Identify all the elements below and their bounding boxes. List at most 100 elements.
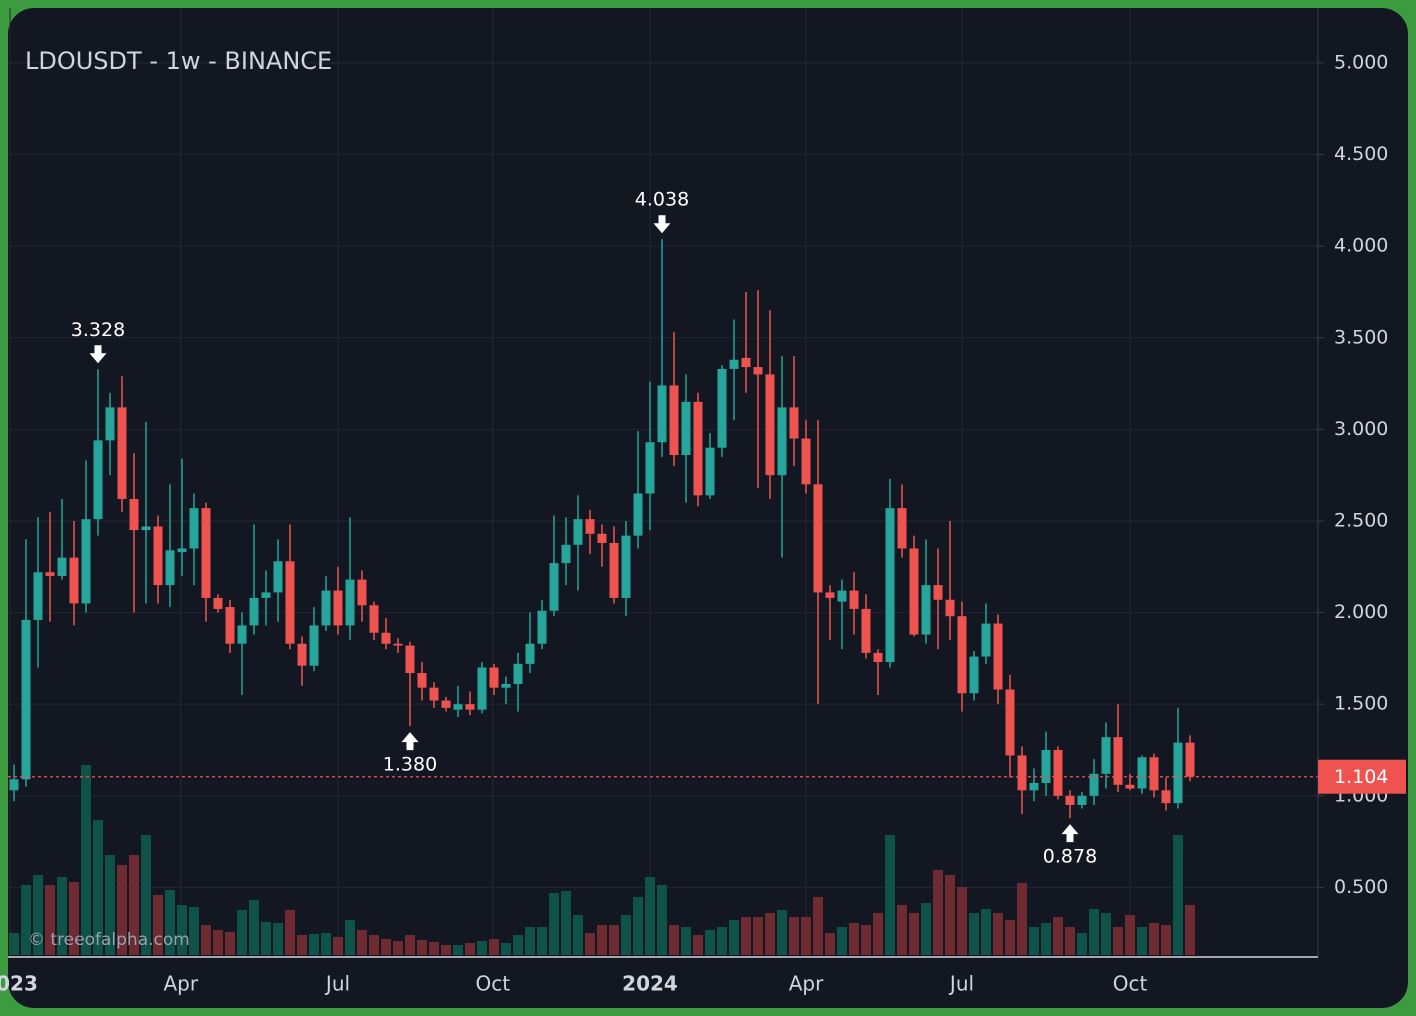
volume-bar	[93, 820, 103, 955]
volume-bar	[921, 903, 931, 955]
candle-body	[873, 652, 883, 663]
y-tick-label: 3.500	[1334, 326, 1388, 348]
candle-body	[1173, 742, 1183, 804]
volume-bar	[441, 945, 451, 955]
volume-bar	[117, 865, 127, 955]
volume-bar	[501, 943, 511, 955]
volume-bar	[105, 855, 115, 955]
candle-body	[1185, 742, 1195, 777]
volume-bar	[9, 933, 19, 955]
volume-bar	[249, 900, 259, 955]
x-tick-label: 2024	[622, 972, 678, 996]
volume-bar	[1041, 923, 1051, 955]
volume-bar	[33, 875, 43, 955]
candle-body	[1065, 795, 1075, 805]
volume-bar	[1185, 905, 1195, 955]
volume-bar	[189, 907, 199, 955]
volume-bar	[873, 913, 883, 955]
candle-body	[1053, 749, 1063, 796]
chart-title: LDOUSDT - 1w - BINANCE	[25, 47, 332, 75]
candle-body	[741, 357, 751, 368]
volume-bar	[357, 930, 367, 955]
candle-body	[297, 643, 307, 666]
candle-body	[1017, 755, 1027, 791]
x-tick-label: Jul	[948, 972, 974, 996]
volume-bar	[1089, 909, 1099, 955]
candle-body	[909, 548, 919, 635]
candle-body	[1077, 795, 1087, 805]
candle-body	[1005, 689, 1015, 756]
volume-bar	[345, 920, 355, 955]
candle-body	[165, 550, 175, 586]
volume-bar	[645, 877, 655, 955]
candle-body	[273, 561, 283, 593]
volume-bar	[537, 927, 547, 955]
annotation-label: 4.038	[635, 189, 689, 211]
volume-bar	[1173, 835, 1183, 955]
candle-body	[705, 447, 715, 496]
candle-body	[381, 632, 391, 644]
volume-bar	[897, 905, 907, 955]
candle-body	[333, 590, 343, 626]
candle-body	[1113, 737, 1123, 785]
candle-body	[21, 619, 31, 780]
volume-bar	[141, 835, 151, 955]
volume-bar	[465, 943, 475, 955]
volume-bar	[309, 934, 319, 955]
volume-bar	[381, 939, 391, 955]
candle-body	[1125, 784, 1135, 789]
volume-bar	[597, 925, 607, 955]
candle-body	[237, 625, 247, 644]
candle-body	[657, 385, 667, 443]
volume-bar	[693, 935, 703, 955]
volume-bar	[801, 917, 811, 955]
x-tick-label: Oct	[1113, 972, 1148, 996]
candle-body	[789, 407, 799, 439]
volume-bar	[705, 930, 715, 955]
volume-bar	[81, 765, 91, 955]
volume-bar	[297, 935, 307, 955]
y-tick-label: 5.000	[1334, 51, 1388, 73]
volume-bar	[825, 933, 835, 955]
volume-bar	[681, 927, 691, 955]
candle-body	[141, 526, 151, 531]
volume-bar	[393, 941, 403, 955]
volume-bar	[261, 922, 271, 955]
annotation-arrow	[89, 345, 107, 364]
annotation-label: 0.878	[1043, 846, 1097, 868]
volume-bar	[165, 890, 175, 955]
volume-bar	[1017, 883, 1027, 955]
volume-bar	[561, 891, 571, 955]
volume-bar	[741, 917, 751, 955]
y-tick-label: 2.000	[1334, 601, 1388, 623]
volume-bar	[513, 935, 523, 955]
candle-body	[585, 519, 595, 534]
volume-bar	[969, 913, 979, 955]
volume-bar	[477, 941, 487, 955]
volume-bar	[69, 882, 79, 955]
candle-body	[57, 557, 67, 576]
candle-body	[225, 607, 235, 644]
candle-body	[309, 625, 319, 666]
volume-bar	[417, 940, 427, 955]
candle-body	[201, 508, 211, 598]
candle-body	[801, 438, 811, 485]
panel	[8, 8, 1408, 1008]
annotation-arrow	[653, 215, 671, 234]
candle-body	[249, 597, 259, 626]
volume-bar	[717, 927, 727, 955]
y-tick-label: 0.500	[1334, 876, 1388, 898]
volume-bar	[1101, 913, 1111, 955]
volume-bar	[669, 925, 679, 955]
volume-bar	[585, 933, 595, 955]
candle-body	[513, 663, 523, 685]
candle-body	[9, 779, 19, 791]
volume-bar	[237, 910, 247, 955]
last-price-box	[1318, 759, 1406, 794]
volume-bar	[777, 910, 787, 955]
volume-bar	[1077, 933, 1087, 955]
volume-bar	[177, 905, 187, 955]
candle-body	[69, 557, 79, 604]
